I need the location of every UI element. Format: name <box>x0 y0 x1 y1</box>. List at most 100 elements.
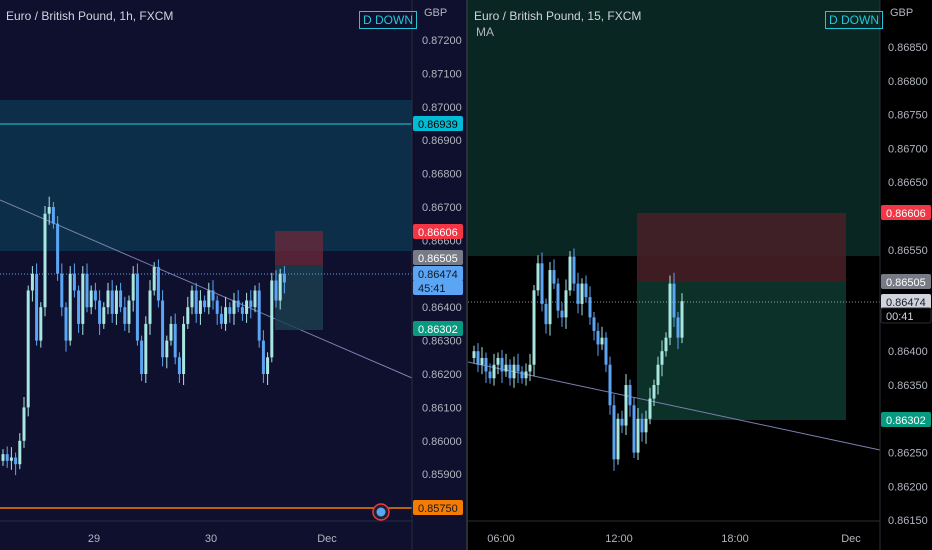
currency-label: GBP <box>890 7 913 19</box>
pane-divider[interactable] <box>466 0 468 550</box>
price-tag-bg <box>881 294 931 309</box>
candle-body <box>596 330 600 345</box>
time-tick-label: 18:00 <box>721 533 749 545</box>
price-tag-bg <box>881 274 931 289</box>
candle-body <box>1 454 5 461</box>
price-tag-bg <box>413 250 463 265</box>
candle-body <box>106 290 110 308</box>
candle-body <box>496 357 500 365</box>
price-tag-label: 00:41 <box>886 311 914 323</box>
candle-body <box>60 273 64 308</box>
candle-body <box>140 340 144 374</box>
left-price-tags: 0.86939 0.86606 0.86505 0.86474 45:41 0.86302… <box>413 116 463 515</box>
candle-body <box>544 303 548 325</box>
candle-body <box>228 307 232 314</box>
price-tick-label: 0.86850 <box>888 42 928 54</box>
price-tag-label: 0.86474 <box>886 297 926 309</box>
candle-body <box>148 290 152 324</box>
price-tag-label: 0.86474 <box>418 269 458 281</box>
candle-body <box>249 300 253 308</box>
price-tick-label: 0.86900 <box>422 135 462 147</box>
candle-body <box>660 351 664 365</box>
price-tick-label: 0.86700 <box>888 143 928 155</box>
price-tick-label: 0.86200 <box>422 369 462 381</box>
right-trendline <box>468 361 881 451</box>
right-chart-canvas[interactable]: GBP 0.86850 0.86800 0.86750 0.86700 0.86650 0.… <box>468 0 932 550</box>
time-tick-label: 29 <box>88 533 100 545</box>
candle-body <box>190 290 194 308</box>
candle-body <box>169 323 173 341</box>
candle-body <box>18 440 22 465</box>
candle-body <box>476 351 480 365</box>
price-tag-bg <box>880 307 932 324</box>
candle-body <box>161 300 165 358</box>
right-chart-pane[interactable]: GBP 0.86850 0.86800 0.86750 0.86700 0.86650 0.… <box>468 0 932 550</box>
candle-body <box>274 280 278 301</box>
left-candles <box>1 196 286 476</box>
candle-body <box>564 290 568 318</box>
candle-body <box>93 290 97 301</box>
right-price-axis[interactable]: GBP 0.86850 0.86800 0.86750 0.86700 0.86650 0.… <box>888 7 928 527</box>
candle-body <box>30 273 34 291</box>
price-tick-label: 0.87200 <box>422 35 462 47</box>
price-tag-bg <box>413 280 463 295</box>
price-tag-bg <box>881 205 931 220</box>
left-time-axis[interactable]: 29 30 Dec <box>88 533 337 545</box>
price-tick-label: 0.86000 <box>422 436 462 448</box>
price-tick-label: 0.86350 <box>888 380 928 392</box>
price-tick-label: 0.87000 <box>422 102 462 114</box>
candle-body <box>156 267 160 301</box>
candle-body <box>560 310 564 318</box>
candle-body <box>656 364 660 385</box>
candle-body <box>612 405 616 460</box>
candle-body <box>668 283 672 338</box>
candle-body <box>636 418 640 453</box>
candle-body <box>85 273 89 308</box>
candle-body <box>644 418 648 433</box>
left-chart-pane[interactable]: GBP 0.87200 0.87100 0.87000 0.86900 0.86800 0.… <box>0 0 466 550</box>
price-tag-label: 0.86302 <box>886 415 926 427</box>
left-stop-box <box>275 231 323 265</box>
candle-body <box>484 357 488 372</box>
price-tick-label: 0.86100 <box>422 402 462 414</box>
currency-label: GBP <box>424 7 447 19</box>
candle-body <box>604 337 608 365</box>
alert-marker-icon[interactable] <box>372 503 390 521</box>
right-chart-title: Euro / British Pound, 15, FXCM <box>474 9 642 23</box>
price-tick-label: 0.86750 <box>888 110 928 122</box>
candle-body <box>492 364 496 379</box>
candle-body <box>500 357 504 372</box>
right-candles <box>472 248 684 471</box>
candle-body <box>266 357 270 374</box>
candle-body <box>131 273 135 301</box>
candle-body <box>123 307 127 324</box>
price-tick-label: 0.87100 <box>422 68 462 80</box>
candle-body <box>592 317 596 331</box>
right-trend-badge: D DOWN <box>825 11 883 29</box>
candle-body <box>556 283 560 311</box>
price-tick-label: 0.86150 <box>888 515 928 527</box>
candle-body <box>186 307 190 324</box>
candle-body <box>245 300 249 314</box>
price-tag-label: 0.86505 <box>418 253 458 265</box>
price-tag-label: 0.86606 <box>886 208 926 220</box>
left-chart-canvas[interactable]: GBP0.872000.871000.870000.869000.868000.… <box>0 0 466 550</box>
candle-body <box>516 364 520 372</box>
right-time-axis[interactable]: 06:00 12:00 18:00 Dec <box>487 533 861 545</box>
candle-body <box>270 280 274 358</box>
price-tag-label: 0.86606 <box>418 227 458 239</box>
candle-body <box>480 357 484 365</box>
right-stop-box <box>637 213 846 282</box>
candle-body <box>5 454 9 461</box>
candle-body <box>632 405 636 453</box>
candle-body <box>282 273 286 283</box>
candle-body <box>203 300 207 308</box>
candle-body <box>640 418 644 433</box>
candle-body <box>576 283 580 304</box>
candle-body <box>114 290 118 314</box>
candle-body <box>35 273 39 341</box>
candle-body <box>253 290 257 308</box>
candle-body <box>532 290 536 365</box>
price-tag-label: 45:41 <box>418 283 446 295</box>
candle-body <box>520 371 524 379</box>
